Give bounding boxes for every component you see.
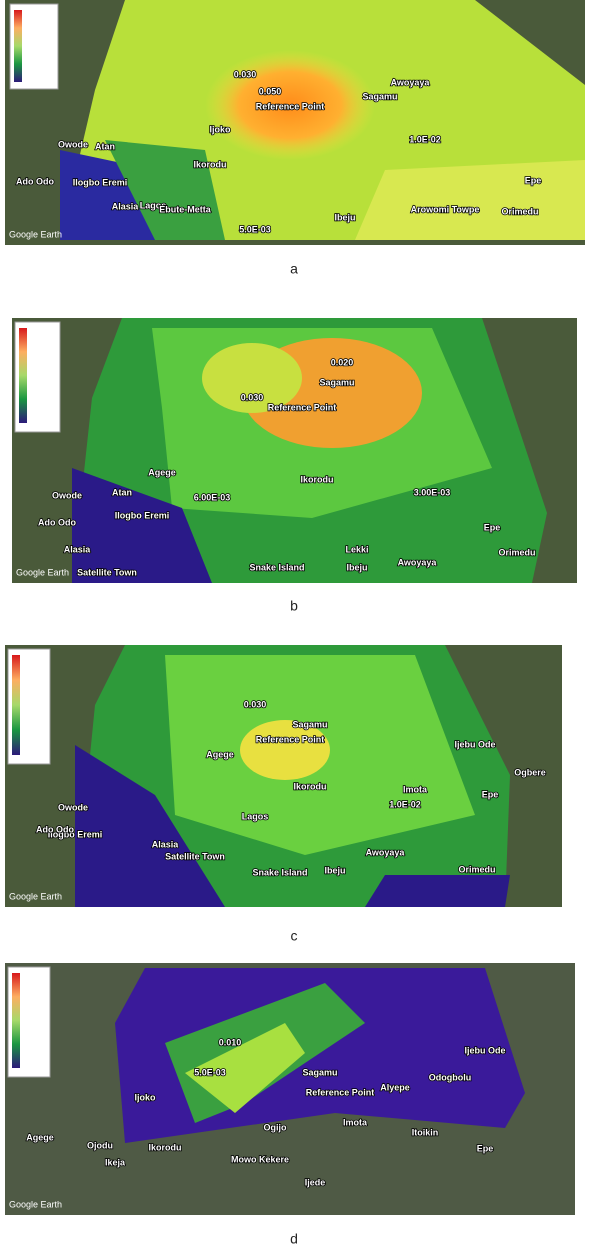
map-label: Ijoko xyxy=(209,124,231,134)
map-label: Agege xyxy=(26,1132,54,1142)
panel-caption: d xyxy=(290,1231,298,1247)
map-label: Ibeju xyxy=(324,865,345,875)
map-label: Ijoko xyxy=(134,1092,156,1102)
map-label: Satellite Town xyxy=(77,567,137,577)
map-label: Epe xyxy=(477,1143,494,1153)
map-label: Arowomi Towpe xyxy=(411,204,480,214)
map-label: Orimedu xyxy=(458,864,495,874)
map-label: Ojodu xyxy=(87,1140,113,1150)
map-label: Ibeju xyxy=(346,562,367,572)
map-label: Awoyaya xyxy=(366,847,406,857)
map-label: Alasia xyxy=(112,201,140,211)
map-label: Epe xyxy=(482,789,499,799)
watermark: Google Earth xyxy=(16,567,69,577)
panel-caption: c xyxy=(291,928,298,944)
panel-caption: b xyxy=(290,598,298,614)
map-label: 3.00E-03 xyxy=(414,487,451,497)
map-label: Epe xyxy=(525,175,542,185)
map-label: 6.00E-03 xyxy=(194,492,231,502)
map-label: Alyepe xyxy=(380,1082,410,1092)
map-label: Atan xyxy=(95,141,115,151)
map-label: Sagamu xyxy=(362,91,397,101)
map-label: Orimedu xyxy=(498,547,535,557)
map-label: Ikorodu xyxy=(149,1142,182,1152)
map-label: Ogijo xyxy=(264,1122,287,1132)
map-label: 1.0E-02 xyxy=(389,799,421,809)
map-label: Orimedu xyxy=(501,206,538,216)
map-label: 1.0E-02 xyxy=(409,134,441,144)
map-label: Agege xyxy=(148,467,176,477)
map-label: Ikeja xyxy=(105,1157,126,1167)
map-label: Lagos xyxy=(140,200,167,210)
map-label: Ijebu Ode xyxy=(464,1045,505,1055)
map-label: Sagamu xyxy=(319,377,354,387)
map-label: Snake Island xyxy=(252,867,307,877)
map-label: Ado Odo xyxy=(16,176,54,186)
map-label: Reference Point xyxy=(256,734,325,744)
map-label: Odogbolu xyxy=(429,1072,472,1082)
map-label: Epe xyxy=(484,522,501,532)
watermark: Google Earth xyxy=(9,229,62,239)
panel-d xyxy=(5,963,575,1215)
panel-caption: a xyxy=(290,261,298,277)
map-label: Awoyaya xyxy=(398,557,438,567)
map-label: Ijebu Ode xyxy=(454,739,495,749)
panel-b xyxy=(12,318,577,583)
map-label: Snake Island xyxy=(249,562,304,572)
map-label: Ijede xyxy=(305,1177,326,1187)
map-label: 0.030 xyxy=(244,699,267,709)
map-label: Ikorodu xyxy=(294,781,327,791)
map-label: Ado Odo xyxy=(36,824,74,834)
panel-c xyxy=(5,645,562,907)
map-label: Reference Point xyxy=(268,402,337,412)
map-label: Ebute-Metta xyxy=(159,204,211,214)
map-label: Alasia xyxy=(64,544,92,554)
map-label: Ilogbo Eremi xyxy=(115,510,170,520)
map-label: Ibeju xyxy=(334,212,355,222)
map-label: Alasia xyxy=(152,839,180,849)
map-label: Imota xyxy=(343,1117,368,1127)
map-label: Reference Point xyxy=(256,101,325,111)
map-label: 5.0E-03 xyxy=(239,224,271,234)
map-label: Owode xyxy=(52,490,82,500)
map-label: 0.050 xyxy=(259,86,282,96)
watermark: Google Earth xyxy=(9,1199,62,1209)
map-label: Itoikin xyxy=(412,1127,439,1137)
map-label: 0.020 xyxy=(331,357,354,367)
map-label: Mowo Kekere xyxy=(231,1154,289,1164)
panel-a xyxy=(5,0,585,245)
map-label: Atan xyxy=(112,487,132,497)
map-label: 0.030 xyxy=(234,69,257,79)
map-label: Satellite Town xyxy=(165,851,225,861)
map-label: Owode xyxy=(58,802,88,812)
map-label: Ilogbo Eremi xyxy=(48,829,103,839)
map-label: Lekki xyxy=(345,544,368,554)
map-label: Sagamu xyxy=(292,719,327,729)
map-label: Ogbere xyxy=(514,767,546,777)
map-label: Lagos xyxy=(242,811,269,821)
map-label: Awoyaya xyxy=(391,77,431,87)
map-label: 5.0E-03 xyxy=(194,1067,226,1077)
map-label: Reference Point xyxy=(306,1087,375,1097)
map-label: 0.010 xyxy=(219,1037,242,1047)
map-label: Ikorodu xyxy=(301,474,334,484)
watermark: Google Earth xyxy=(9,891,62,901)
map-label: Sagamu xyxy=(302,1067,337,1077)
map-label: Owode xyxy=(58,139,88,149)
map-label: Imota xyxy=(403,784,428,794)
map-label: 0.030 xyxy=(241,392,264,402)
map-label: Agege xyxy=(206,749,234,759)
map-label: Ado Odo xyxy=(38,517,76,527)
map-label: Ilogbo Eremi xyxy=(73,177,128,187)
map-label: Ikorodu xyxy=(194,159,227,169)
